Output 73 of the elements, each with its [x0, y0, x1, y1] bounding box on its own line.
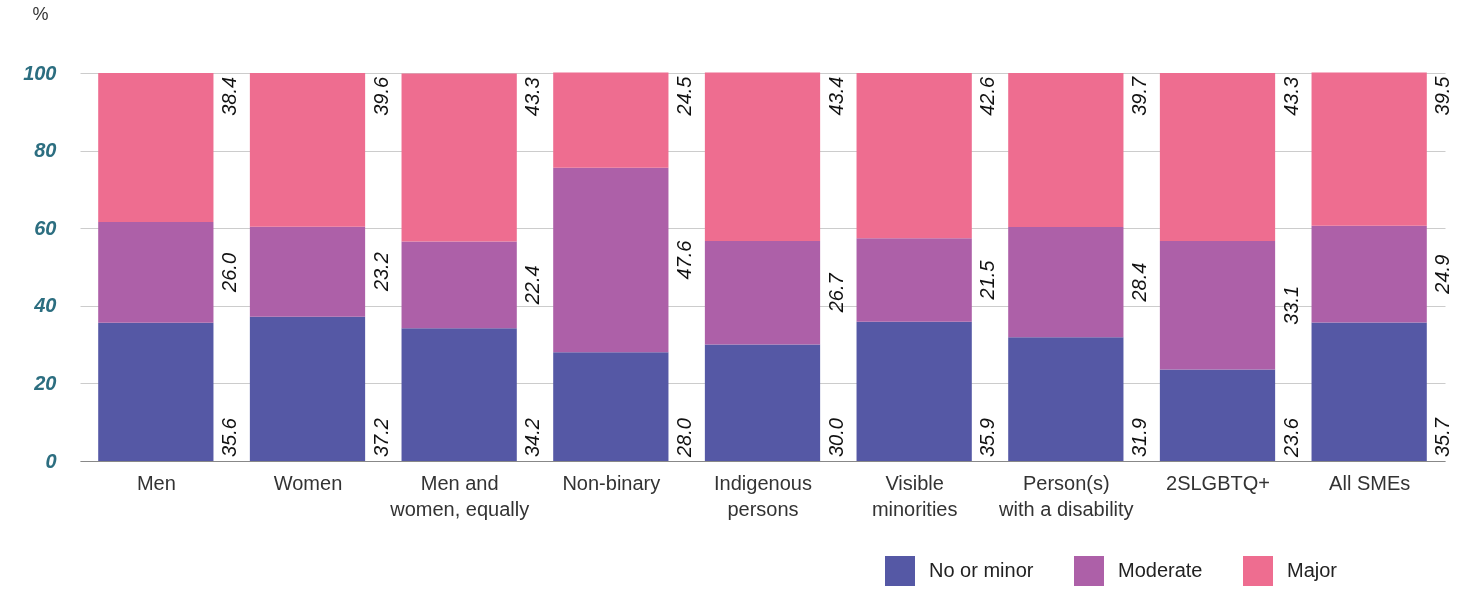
data-label: 35.9 [976, 418, 999, 458]
bar [553, 167, 669, 353]
data-label: 39.6 [369, 76, 392, 116]
bar [1159, 241, 1276, 370]
data-label: 21.5 [976, 259, 999, 301]
bar [98, 322, 214, 461]
data-label: 24.9 [1431, 254, 1454, 295]
bar [1311, 72, 1427, 226]
legend-label: Major [1287, 559, 1338, 581]
data-label: 34.2 [521, 418, 544, 458]
data-label: 28.4 [1128, 262, 1151, 303]
data-label: 47.6 [673, 239, 696, 280]
data-label: 43.3 [1279, 76, 1302, 116]
x-tick-label: Person(s) with a disability [998, 471, 1134, 520]
data-label: 43.4 [824, 76, 847, 116]
x-tick-label: All SMEs [1329, 471, 1411, 494]
bar [856, 238, 972, 322]
y-tick-label: 60 [34, 216, 57, 239]
x-tick-label: 2SLGBTQ+ [1166, 471, 1270, 494]
bar [249, 73, 366, 227]
bar [553, 72, 669, 168]
x-tick-label: Indigenous persons [714, 471, 812, 520]
bar [98, 221, 214, 323]
bar [856, 321, 972, 461]
data-label: 22.4 [521, 265, 544, 306]
y-axis-title: % [32, 3, 49, 24]
data-label: 38.4 [218, 76, 241, 116]
bar [249, 226, 366, 317]
data-label: 26.7 [824, 272, 847, 314]
data-label: 37.2 [369, 418, 392, 458]
bar [401, 328, 517, 461]
y-tick-label: 0 [45, 449, 57, 472]
y-tick-label: 80 [34, 139, 57, 162]
y-tick-label: 20 [33, 371, 57, 394]
bar [98, 73, 214, 222]
bar [704, 241, 821, 345]
bar [1008, 337, 1124, 461]
bar [1311, 322, 1427, 461]
bar [553, 352, 669, 461]
data-label: 35.6 [218, 417, 241, 458]
data-label: 39.5 [1431, 75, 1454, 116]
x-tick-label: Visible minorities [871, 471, 958, 520]
bar [1008, 73, 1124, 228]
bar [401, 241, 517, 329]
data-label: 24.5 [673, 75, 696, 117]
data-label: 42.6 [976, 76, 999, 116]
bar [1159, 369, 1276, 461]
bar [401, 73, 517, 242]
data-label: 23.2 [369, 252, 392, 293]
x-tick-label: Non-binary [562, 471, 661, 494]
x-tick-label: Men and women, equally [389, 471, 530, 520]
data-label: 23.6 [1279, 417, 1302, 459]
legend-label: Moderate [1118, 559, 1203, 581]
bar [1008, 227, 1124, 338]
bar [1311, 225, 1427, 323]
data-label: 31.9 [1128, 418, 1151, 458]
data-label: 30.0 [824, 418, 847, 458]
y-tick-label: 100 [23, 61, 57, 84]
data-label: 28.0 [673, 418, 696, 459]
bar [704, 72, 821, 241]
legend-label: No or minor [929, 559, 1034, 581]
bar [856, 73, 972, 239]
data-label: 35.7 [1431, 417, 1454, 458]
bar [704, 344, 821, 461]
data-label: 26.0 [218, 252, 241, 293]
x-tick-label: Men [136, 471, 176, 494]
bar [1159, 73, 1276, 241]
data-label: 33.1 [1279, 285, 1302, 325]
y-tick-label: 40 [33, 294, 57, 317]
data-label: 43.3 [521, 77, 544, 117]
x-tick-label: Women [273, 471, 343, 494]
data-label: 39.7 [1128, 76, 1151, 116]
bar [249, 316, 366, 461]
